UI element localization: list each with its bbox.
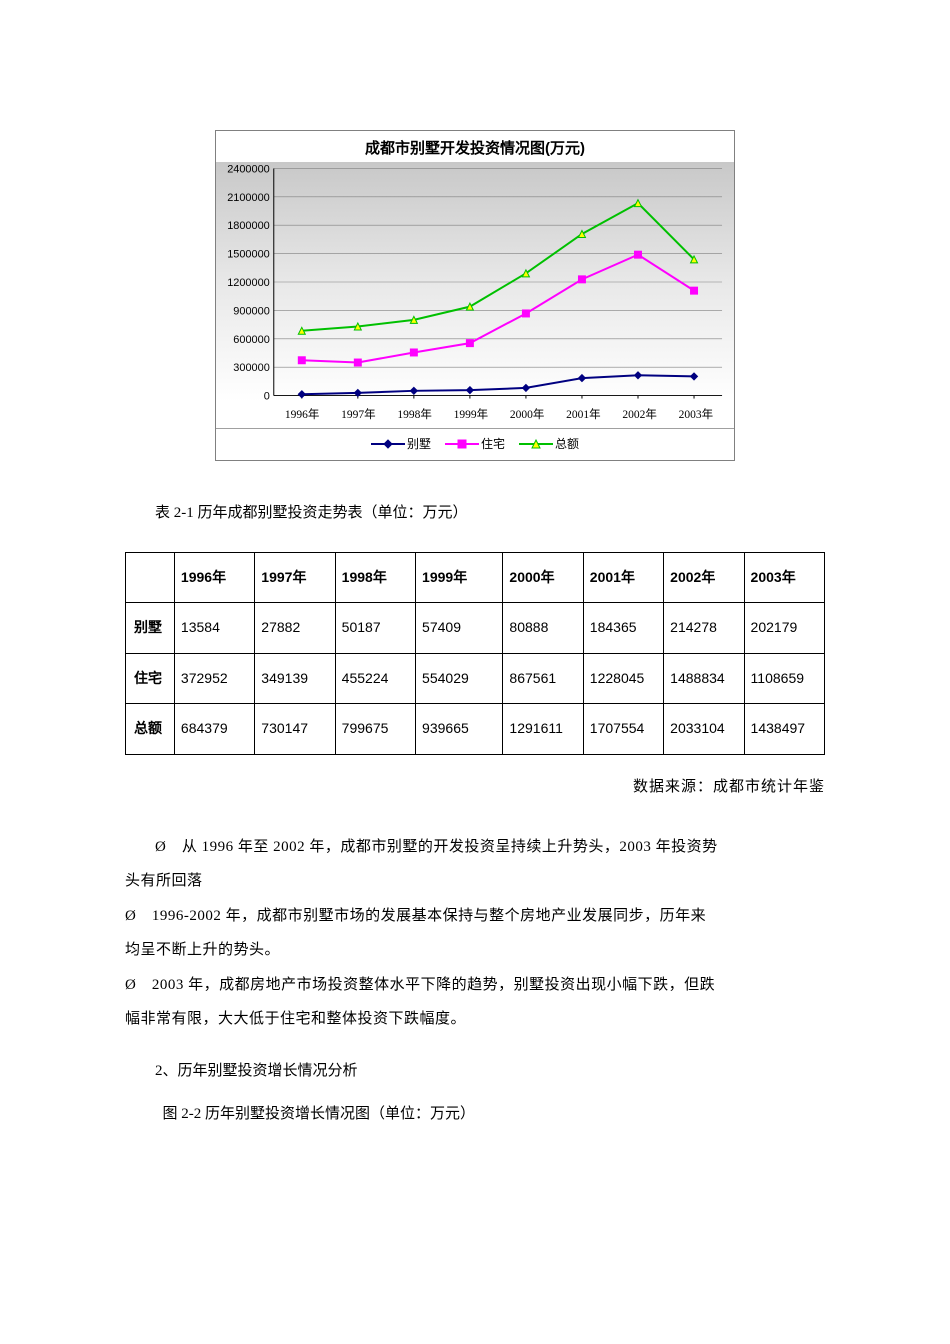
table-cell: 939665	[416, 704, 503, 754]
legend-label: 总额	[555, 435, 579, 452]
chart-x-tick: 1996年	[285, 406, 320, 422]
svg-text:900000: 900000	[233, 305, 269, 317]
svg-text:1800000: 1800000	[227, 220, 270, 232]
table-cell: 372952	[174, 653, 254, 703]
chart-x-tick: 2001年	[566, 406, 601, 422]
table-row: 住宅37295234913945522455402986756112280451…	[126, 653, 825, 703]
table-cell: 184365	[583, 603, 663, 653]
legend-item: 别墅	[371, 435, 431, 452]
analysis-text: Ø 从 1996 年至 2002 年，成都市别墅的开发投资呈持续上升势头，200…	[125, 830, 825, 1037]
table-header-cell: 1999年	[416, 553, 503, 603]
table-header-cell: 1996年	[174, 553, 254, 603]
table-row: 别墅13584278825018757409808881843652142782…	[126, 603, 825, 653]
chart-plot-area: 0 300000 600000 900000 1200000 1500000 1800000…	[216, 162, 734, 402]
investment-chart: 成都市别墅开发投资情况图(万元) 0 300000 600000 900000 1200…	[215, 130, 735, 461]
svg-text:300000: 300000	[233, 362, 269, 374]
table-header-cell: 1998年	[335, 553, 415, 603]
table-header-cell: 2003年	[744, 553, 824, 603]
table-cell: 554029	[416, 653, 503, 703]
chart-x-tick: 1999年	[454, 406, 489, 422]
chart-legend: 别墅 住宅 总额	[216, 428, 734, 460]
bullet-3-line-1: Ø 2003 年，成都房地产市场投资整体水平下降的趋势，别墅投资出现小幅下跌，但…	[125, 968, 825, 1003]
table-cell: 202179	[744, 603, 824, 653]
bullet-2-line-1: Ø 1996-2002 年，成都市别墅市场的发展基本保持与整个房地产业发展同步，…	[125, 899, 825, 934]
legend-label: 住宅	[481, 435, 505, 452]
table-cell: 27882	[255, 603, 335, 653]
table-header-cell: 2001年	[583, 553, 663, 603]
bullet-2-line-2: 均呈不断上升的势头。	[125, 933, 825, 968]
table-cell: 2033104	[664, 704, 744, 754]
table-row: 总额68437973014779967593966512916111707554…	[126, 704, 825, 754]
svg-text:600000: 600000	[233, 334, 269, 346]
table-row-header: 总额	[126, 704, 175, 754]
table-cell: 1108659	[744, 653, 824, 703]
chart-x-tick: 2003年	[679, 406, 714, 422]
table-caption: 表 2-1 历年成都别墅投资走势表（单位：万元）	[155, 501, 825, 522]
table-cell: 1707554	[583, 704, 663, 754]
chart-title: 成都市别墅开发投资情况图(万元)	[216, 131, 734, 162]
chart-x-tick: 2002年	[622, 406, 657, 422]
table-cell: 1291611	[503, 704, 583, 754]
table-header-cell: 2002年	[664, 553, 744, 603]
bullet-1-line-1: Ø 从 1996 年至 2002 年，成都市别墅的开发投资呈持续上升势头，200…	[125, 830, 825, 865]
table-cell: 50187	[335, 603, 415, 653]
section-heading: 2、历年别墅投资增长情况分析	[125, 1059, 825, 1080]
chart-x-labels: 1996年 1997年 1998年 1999年 2000年 2001年 2002年 2003年	[216, 402, 734, 428]
chart-x-tick: 1998年	[397, 406, 432, 422]
svg-text:1500000: 1500000	[227, 249, 270, 261]
chart-x-tick: 1997年	[341, 406, 376, 422]
table-header-cell: 2000年	[503, 553, 583, 603]
table-cell: 730147	[255, 704, 335, 754]
figure-caption: 图 2-2 历年别墅投资增长情况图（单位：万元）	[125, 1102, 825, 1123]
table-cell: 1488834	[664, 653, 744, 703]
table-header-row: 1996年1997年1998年1999年2000年2001年2002年2003年	[126, 553, 825, 603]
table-header-cell: 1997年	[255, 553, 335, 603]
table-row-header: 住宅	[126, 653, 175, 703]
table-cell: 1228045	[583, 653, 663, 703]
table-cell: 867561	[503, 653, 583, 703]
table-cell: 684379	[174, 704, 254, 754]
investment-table: 1996年1997年1998年1999年2000年2001年2002年2003年…	[125, 552, 825, 755]
legend-label: 别墅	[407, 435, 431, 452]
svg-text:2100000: 2100000	[227, 192, 270, 204]
svg-text:2400000: 2400000	[227, 163, 270, 175]
bullet-1-line-2: 头有所回落	[125, 864, 825, 899]
table-cell: 80888	[503, 603, 583, 653]
table-cell: 455224	[335, 653, 415, 703]
table-header-cell	[126, 553, 175, 603]
data-source: 数据来源：成都市统计年鉴	[125, 775, 825, 796]
chart-svg: 0 300000 600000 900000 1200000 1500000 1800000…	[216, 162, 734, 402]
legend-item: 住宅	[445, 435, 505, 452]
bullet-3-line-2: 幅非常有限，大大低于住宅和整体投资下跌幅度。	[125, 1002, 825, 1037]
table-cell: 214278	[664, 603, 744, 653]
legend-item: 总额	[519, 435, 579, 452]
table-row-header: 别墅	[126, 603, 175, 653]
svg-text:1200000: 1200000	[227, 277, 270, 289]
table-cell: 799675	[335, 704, 415, 754]
table-cell: 1438497	[744, 704, 824, 754]
table-cell: 57409	[416, 603, 503, 653]
chart-x-tick: 2000年	[510, 406, 545, 422]
table-cell: 13584	[174, 603, 254, 653]
svg-text:0: 0	[264, 391, 270, 402]
table-cell: 349139	[255, 653, 335, 703]
